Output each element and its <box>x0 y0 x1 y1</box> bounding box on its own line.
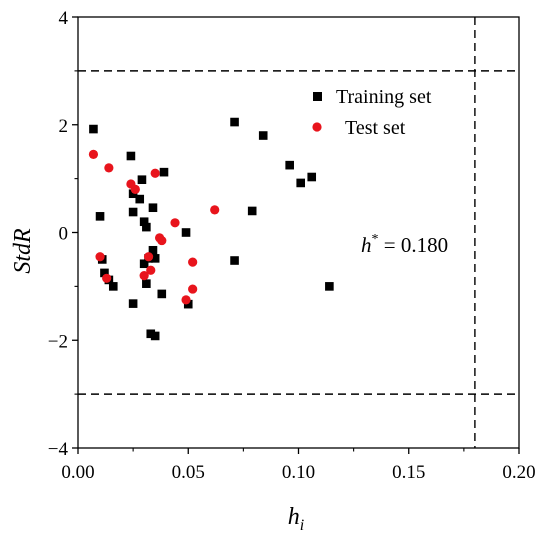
annotation-superscript: * <box>372 232 379 247</box>
data-point-test <box>146 265 156 275</box>
data-point-training <box>146 329 156 339</box>
x-axis-label-subscript: i <box>300 517 304 534</box>
x-axis-label-base: h <box>288 504 300 530</box>
x-tick-label: 0.10 <box>282 462 315 483</box>
data-point-training <box>325 282 334 291</box>
data-point-training <box>126 151 136 161</box>
legend-marker-training <box>313 92 322 101</box>
data-point-test <box>188 257 198 267</box>
data-point-test <box>130 184 140 194</box>
data-point-test <box>210 205 220 215</box>
legend: Training set Test set <box>312 86 432 139</box>
data-point-training <box>247 206 257 216</box>
x-tick-label: 0.20 <box>502 462 535 483</box>
data-point-training <box>128 299 138 308</box>
annotation-base: h <box>361 233 372 257</box>
legend-label-test: Test set <box>345 117 406 139</box>
data-point-training <box>135 194 145 204</box>
data-point-training <box>89 124 98 134</box>
data-point-training <box>128 207 138 217</box>
data-point-training <box>230 256 239 265</box>
y-tick-label: 2 <box>59 116 69 137</box>
data-point-test <box>181 295 191 305</box>
y-tick-label: 0 <box>59 224 69 245</box>
data-point-training <box>258 131 268 140</box>
data-point-training <box>100 268 109 278</box>
data-point-training <box>285 160 294 170</box>
annotation-value: = 0.180 <box>379 233 449 257</box>
x-tick-label: 0.15 <box>392 462 425 483</box>
y-tick-label: −2 <box>48 331 68 352</box>
data-point-test <box>139 271 149 281</box>
data-point-test <box>170 218 180 228</box>
data-point-training <box>95 212 105 221</box>
data-point-test <box>150 168 160 178</box>
data-point-training <box>139 217 149 227</box>
data-point-test <box>102 273 112 283</box>
data-point-training <box>230 117 239 127</box>
x-tick-label: 0.00 <box>61 462 94 483</box>
leverage-threshold-annotation: h* = 0.180 <box>361 232 448 257</box>
data-point-test <box>157 235 167 246</box>
legend-label-training: Training set <box>336 86 432 108</box>
legend-marker-test <box>312 122 322 132</box>
data-point-test <box>104 163 114 173</box>
data-point-training <box>139 259 149 269</box>
y-tick-label: −4 <box>48 439 69 460</box>
x-tick-label: 0.05 <box>172 462 205 483</box>
data-point-training <box>128 189 138 199</box>
data-point-test <box>88 149 99 159</box>
data-point-training <box>150 254 160 263</box>
data-point-training <box>159 167 169 177</box>
data-point-training <box>148 245 158 255</box>
data-point-test <box>188 284 198 294</box>
data-point-training <box>137 175 147 185</box>
x-axis-label: hi <box>288 504 304 534</box>
data-point-training <box>108 282 118 291</box>
data-point-test <box>95 252 105 262</box>
data-point-training <box>181 228 191 237</box>
data-point-test <box>143 252 154 262</box>
data-point-training <box>142 279 151 288</box>
y-tick-label: 4 <box>59 8 69 29</box>
data-point-training <box>157 289 167 299</box>
plot-area: 0.00 0.05 0.10 0.15 0.20 −4 −2 0 2 4 <box>48 8 536 483</box>
data-point-training <box>307 172 317 182</box>
data-point-training <box>150 331 160 341</box>
data-point-training <box>142 222 151 232</box>
data-point-training <box>183 299 193 309</box>
data-point-training <box>148 203 158 213</box>
data-point-training <box>296 178 306 188</box>
y-axis-label: StdR <box>10 228 36 274</box>
